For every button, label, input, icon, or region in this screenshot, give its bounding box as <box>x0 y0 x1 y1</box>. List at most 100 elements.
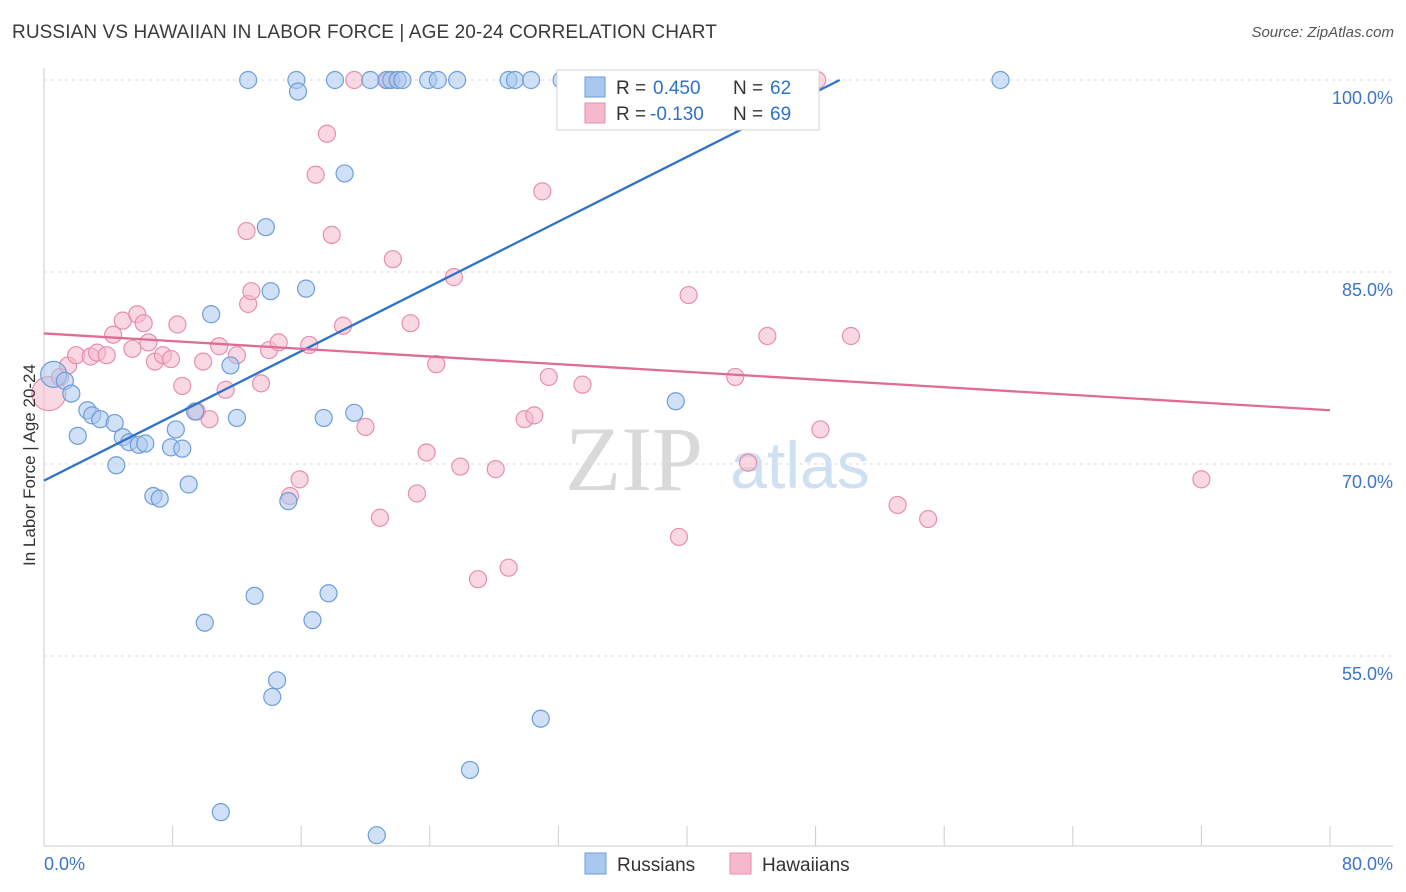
legend-russians-swatch <box>584 852 607 875</box>
hawaiian-point-53 <box>533 182 552 201</box>
hawaiian-point-42 <box>401 314 420 333</box>
hawaiian-point-19 <box>194 352 213 371</box>
russian-point-28 <box>261 282 280 301</box>
russian-point-24 <box>227 408 246 428</box>
russian-point-31 <box>279 492 298 511</box>
hawaiian-point-45 <box>427 355 446 374</box>
watermark: ZIP atlas <box>565 408 870 510</box>
russian-point-21 <box>202 305 221 324</box>
stats-legend: R = 0.450 N = 62 R = -0.130 N = 69 <box>556 69 820 131</box>
russian-point-36 <box>314 408 333 428</box>
russian-point-52 <box>505 70 525 90</box>
russian-point-14 <box>150 489 169 508</box>
hawaiian-point-66 <box>888 495 907 515</box>
russian-point-26 <box>245 586 264 605</box>
russian-point-39 <box>335 164 354 183</box>
hawaiian-point-68 <box>1192 470 1211 489</box>
hawaiian-point-43 <box>407 484 427 503</box>
hawaiian-point-57 <box>669 527 689 547</box>
hawaiian-point-34 <box>317 124 337 143</box>
watermark-zip: ZIP <box>565 408 703 510</box>
russian-point-18 <box>179 475 198 494</box>
hawaiian-point-47 <box>451 457 470 476</box>
hawaiian-point-33 <box>306 165 325 184</box>
hawaiian-point-52 <box>525 406 544 425</box>
hawaiian-point-35 <box>322 225 341 244</box>
hawaiian-point-16 <box>168 315 187 334</box>
russian-point-59 <box>666 392 685 411</box>
hawaiians-n-value: 69 <box>770 104 791 125</box>
russian-point-20 <box>195 613 214 632</box>
russian-point-40 <box>345 403 364 422</box>
hawaiians-r-value: -0.130 <box>650 104 704 125</box>
hawaiians-n-label: N = <box>733 104 763 125</box>
axes <box>43 68 1393 847</box>
hawaiian-point-20 <box>200 410 219 429</box>
russian-point-54 <box>531 709 550 728</box>
russian-point-34 <box>296 279 316 298</box>
bottom-legend: Russians Hawaiians <box>584 852 850 876</box>
y-tick-labels: 55.0% 70.0% 85.0% 100.0% <box>1332 88 1393 684</box>
hawaiian-point-50 <box>499 558 518 577</box>
hawaiian-point-24 <box>237 221 256 241</box>
hawaiian-point-38 <box>356 417 375 436</box>
russian-point-61 <box>991 70 1010 90</box>
hawaiian-point-62 <box>758 326 777 346</box>
y-tick-label-0: 55.0% <box>1342 664 1393 684</box>
hawaiians-swatch <box>584 102 606 124</box>
y-axis-label: In Labor Force | Age 20-24 <box>20 364 39 566</box>
x-tick-label-min: 0.0% <box>44 854 85 874</box>
grid-lines <box>44 79 1393 657</box>
source-credit: Source: ZipAtlas.com <box>1251 24 1394 41</box>
hawaiian-point-64 <box>811 420 830 439</box>
x-tick-label-max: 80.0% <box>1342 854 1393 874</box>
russian-point-2 <box>62 384 81 403</box>
russian-point-8 <box>107 456 126 475</box>
trend-lines <box>43 78 1331 482</box>
russian-point-48 <box>428 70 447 90</box>
hawaiian-point-49 <box>486 460 505 479</box>
hawaiian-point-37 <box>345 70 364 90</box>
hawaiian-point-17 <box>173 376 192 396</box>
hawaiian-point-65 <box>841 326 861 346</box>
russian-point-12 <box>136 434 155 453</box>
legend-hawaiians-label: Hawaiians <box>762 855 850 876</box>
hawaiian-point-27 <box>251 374 271 393</box>
hawaiian-point-41 <box>383 250 402 269</box>
russian-point-22 <box>211 803 230 822</box>
hawaiian-point-60 <box>726 367 745 387</box>
legend-hawaiians-swatch <box>729 852 752 875</box>
russian-point-38 <box>325 70 345 90</box>
y-tick-label-1: 70.0% <box>1342 472 1393 492</box>
russian-point-23 <box>221 356 240 375</box>
hawaiian-point-6 <box>97 346 116 365</box>
hawaiian-point-61 <box>738 453 758 472</box>
legend-russians-label: Russians <box>617 855 695 876</box>
russians-n-value: 62 <box>770 78 791 99</box>
hawaiian-point-26 <box>242 282 261 301</box>
russian-point-25 <box>239 70 258 90</box>
russian-point-3 <box>68 426 87 445</box>
y-tick-label-2: 85.0% <box>1342 280 1393 300</box>
russian-point-41 <box>361 70 380 90</box>
hawaiian-point-58 <box>679 285 698 305</box>
russian-point-46 <box>393 70 412 90</box>
russian-point-33 <box>288 82 308 101</box>
y-tick-label-3: 100.0% <box>1332 88 1393 108</box>
hawaiian-point-12 <box>139 333 158 352</box>
russians-r-value: 0.450 <box>653 78 701 99</box>
hawaiian-point-36 <box>333 316 353 335</box>
russian-point-29 <box>263 687 282 707</box>
russian-point-53 <box>521 70 541 90</box>
russians-swatch <box>584 76 606 98</box>
hawaiian-point-44 <box>417 443 436 462</box>
russian-point-27 <box>256 218 275 237</box>
hawaiian-point-31 <box>290 470 309 489</box>
hawaiian-point-39 <box>370 508 390 527</box>
russians-trend-line <box>43 78 841 482</box>
russian-point-35 <box>303 611 322 630</box>
russian-point-17 <box>173 439 192 458</box>
hawaiian-point-9 <box>123 339 142 358</box>
hawaiian-point-54 <box>539 367 558 387</box>
